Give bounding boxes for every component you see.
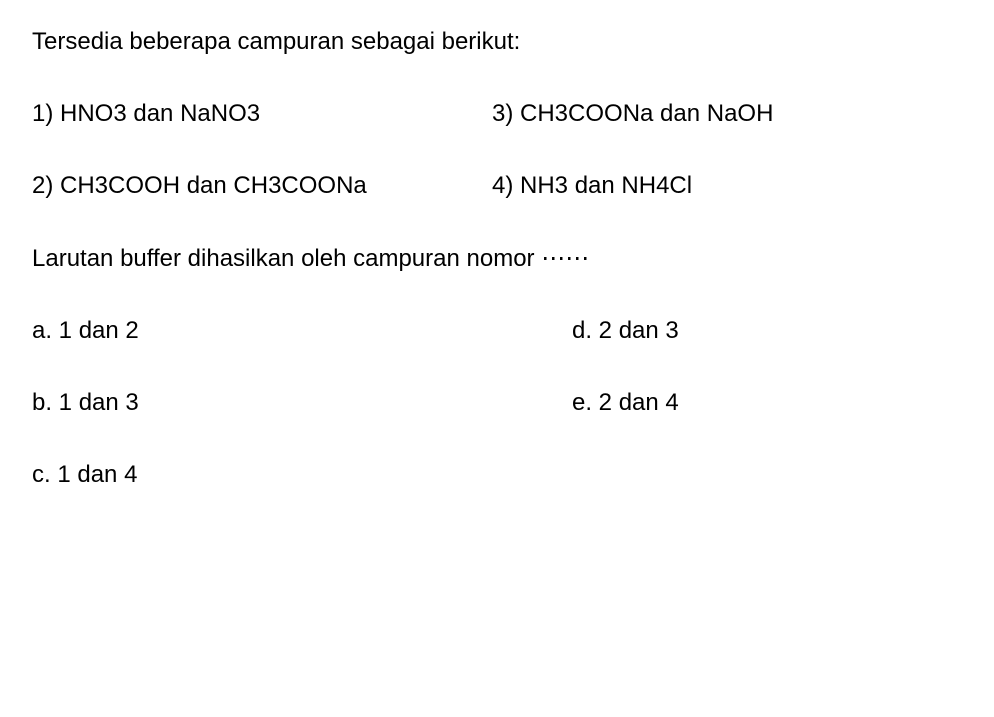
prompt-text: Tersedia beberapa campuran sebagai berik… [32, 28, 962, 56]
item-2: 2) CH3COOH dan CH3COONa [32, 172, 492, 200]
option-a: a. 1 dan 2 [32, 317, 572, 345]
item-4: 4) NH3 dan NH4Cl [492, 172, 962, 200]
items-grid: 1) HNO3 dan NaNO3 3) CH3COONa dan NaOH 2… [32, 100, 962, 200]
question-text: Larutan buffer dihasilkan oleh campuran … [32, 244, 962, 273]
option-b: b. 1 dan 3 [32, 389, 572, 417]
item-3: 3) CH3COONa dan NaOH [492, 100, 962, 128]
option-d: d. 2 dan 3 [572, 317, 962, 345]
option-c: c. 1 dan 4 [32, 461, 572, 489]
item-1: 1) HNO3 dan NaNO3 [32, 100, 492, 128]
options-grid: a. 1 dan 2 d. 2 dan 3 b. 1 dan 3 e. 2 da… [32, 317, 962, 489]
option-e: e. 2 dan 4 [572, 389, 962, 417]
